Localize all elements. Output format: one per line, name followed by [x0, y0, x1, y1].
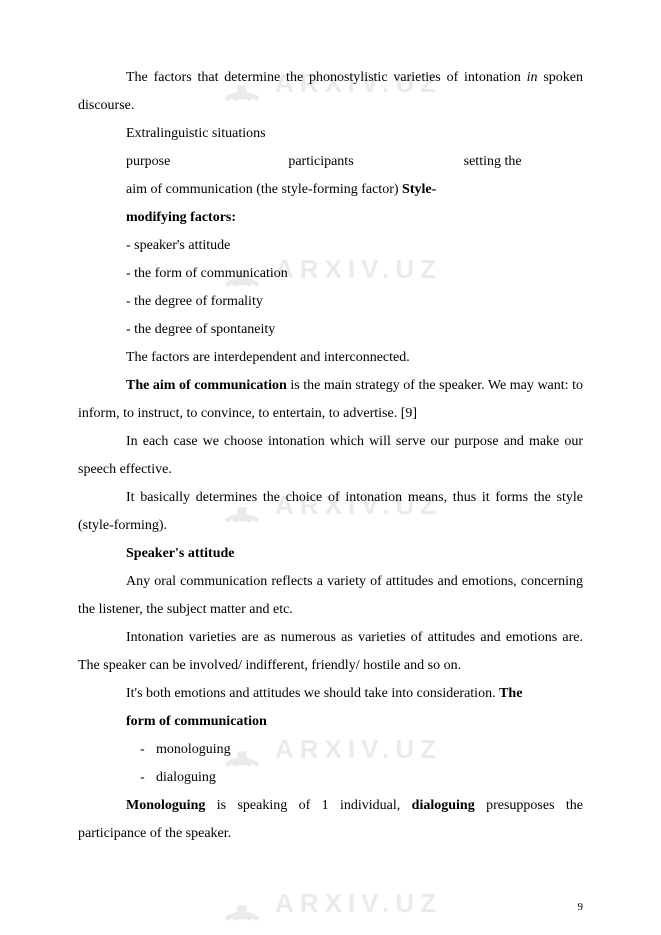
para-monologuing-def: Monologuing is speaking of 1 individual,…	[78, 792, 583, 848]
para-speakers-attitude-heading: Speaker's attitude	[78, 540, 583, 568]
watermark-5: ARXIV.UZ	[0, 880, 661, 926]
text: is speaking of 1 individual,	[205, 798, 411, 813]
text: Any oral communication reflects a variet…	[78, 574, 583, 617]
text: monologuing	[156, 742, 231, 757]
text: modifying factors:	[126, 210, 236, 225]
text-bold: The	[499, 686, 522, 701]
text-bold: The aim of communication	[126, 378, 287, 393]
para-both-emotions: It's both emotions and attitudes we shou…	[78, 680, 583, 708]
para-form-of-communication: form of communication	[78, 708, 583, 736]
col-participants: participants	[288, 148, 353, 176]
para-intro: The factors that determine the phonostyl…	[78, 64, 583, 120]
page-number: 9	[578, 901, 584, 913]
text: It's both emotions and attitudes we shou…	[126, 686, 499, 701]
para-modifying-factors: modifying factors:	[78, 204, 583, 232]
text: - the degree of spontaneity	[126, 322, 275, 337]
para-aim-of-communication: The aim of communication is the main str…	[78, 372, 583, 428]
text: Intonation varieties are as numerous as …	[78, 630, 583, 673]
text: In each case we choose intonation which …	[78, 434, 583, 477]
text-bold: Style-	[402, 182, 436, 197]
text: Speaker's attitude	[126, 546, 235, 561]
para-intonation-varieties: Intonation varieties are as numerous as …	[78, 624, 583, 680]
para-basically-determines: It basically determines the choice of in…	[78, 484, 583, 540]
text: - the degree of formality	[126, 294, 263, 309]
text: aim of communication (the style-forming …	[126, 182, 402, 197]
text: The factors are interdependent and inter…	[126, 350, 410, 365]
three-column-row: purpose participants setting the	[78, 148, 583, 176]
dash-item-2: - the form of communication	[78, 260, 583, 288]
col-purpose: purpose	[126, 148, 170, 176]
dash-item-1: - speaker's attitude	[78, 232, 583, 260]
dash-item-4: - the degree of spontaneity	[78, 316, 583, 344]
text-italic: in	[527, 70, 538, 85]
para-each-case: In each case we choose intonation which …	[78, 428, 583, 484]
col-setting: setting the	[464, 148, 522, 176]
text: It basically determines the choice of in…	[78, 490, 583, 533]
dash-item-3: - the degree of formality	[78, 288, 583, 316]
para-extralinguistic: Extralinguistic situations	[78, 120, 583, 148]
text: form of communication	[126, 714, 267, 729]
text: - speaker's attitude	[126, 238, 230, 253]
bullet-dialoguing: dialoguing	[78, 764, 583, 792]
text: dialoguing	[156, 770, 216, 785]
text: Extralinguistic situations	[126, 126, 266, 141]
para-interdependent: The factors are interdependent and inter…	[78, 344, 583, 372]
text: The factors that determine the phonostyl…	[126, 70, 527, 85]
para-any-oral: Any oral communication reflects a variet…	[78, 568, 583, 624]
watermark-text-5: ARXIV.UZ	[275, 888, 442, 919]
text: - the form of communication	[126, 266, 288, 281]
text-bold: Monologuing	[126, 798, 205, 813]
para-aim-line: aim of communication (the style-forming …	[78, 176, 583, 204]
text-bold: dialoguing	[412, 798, 475, 813]
page-content: The factors that determine the phonostyl…	[78, 64, 583, 848]
bullet-monologuing: monologuing	[78, 736, 583, 764]
